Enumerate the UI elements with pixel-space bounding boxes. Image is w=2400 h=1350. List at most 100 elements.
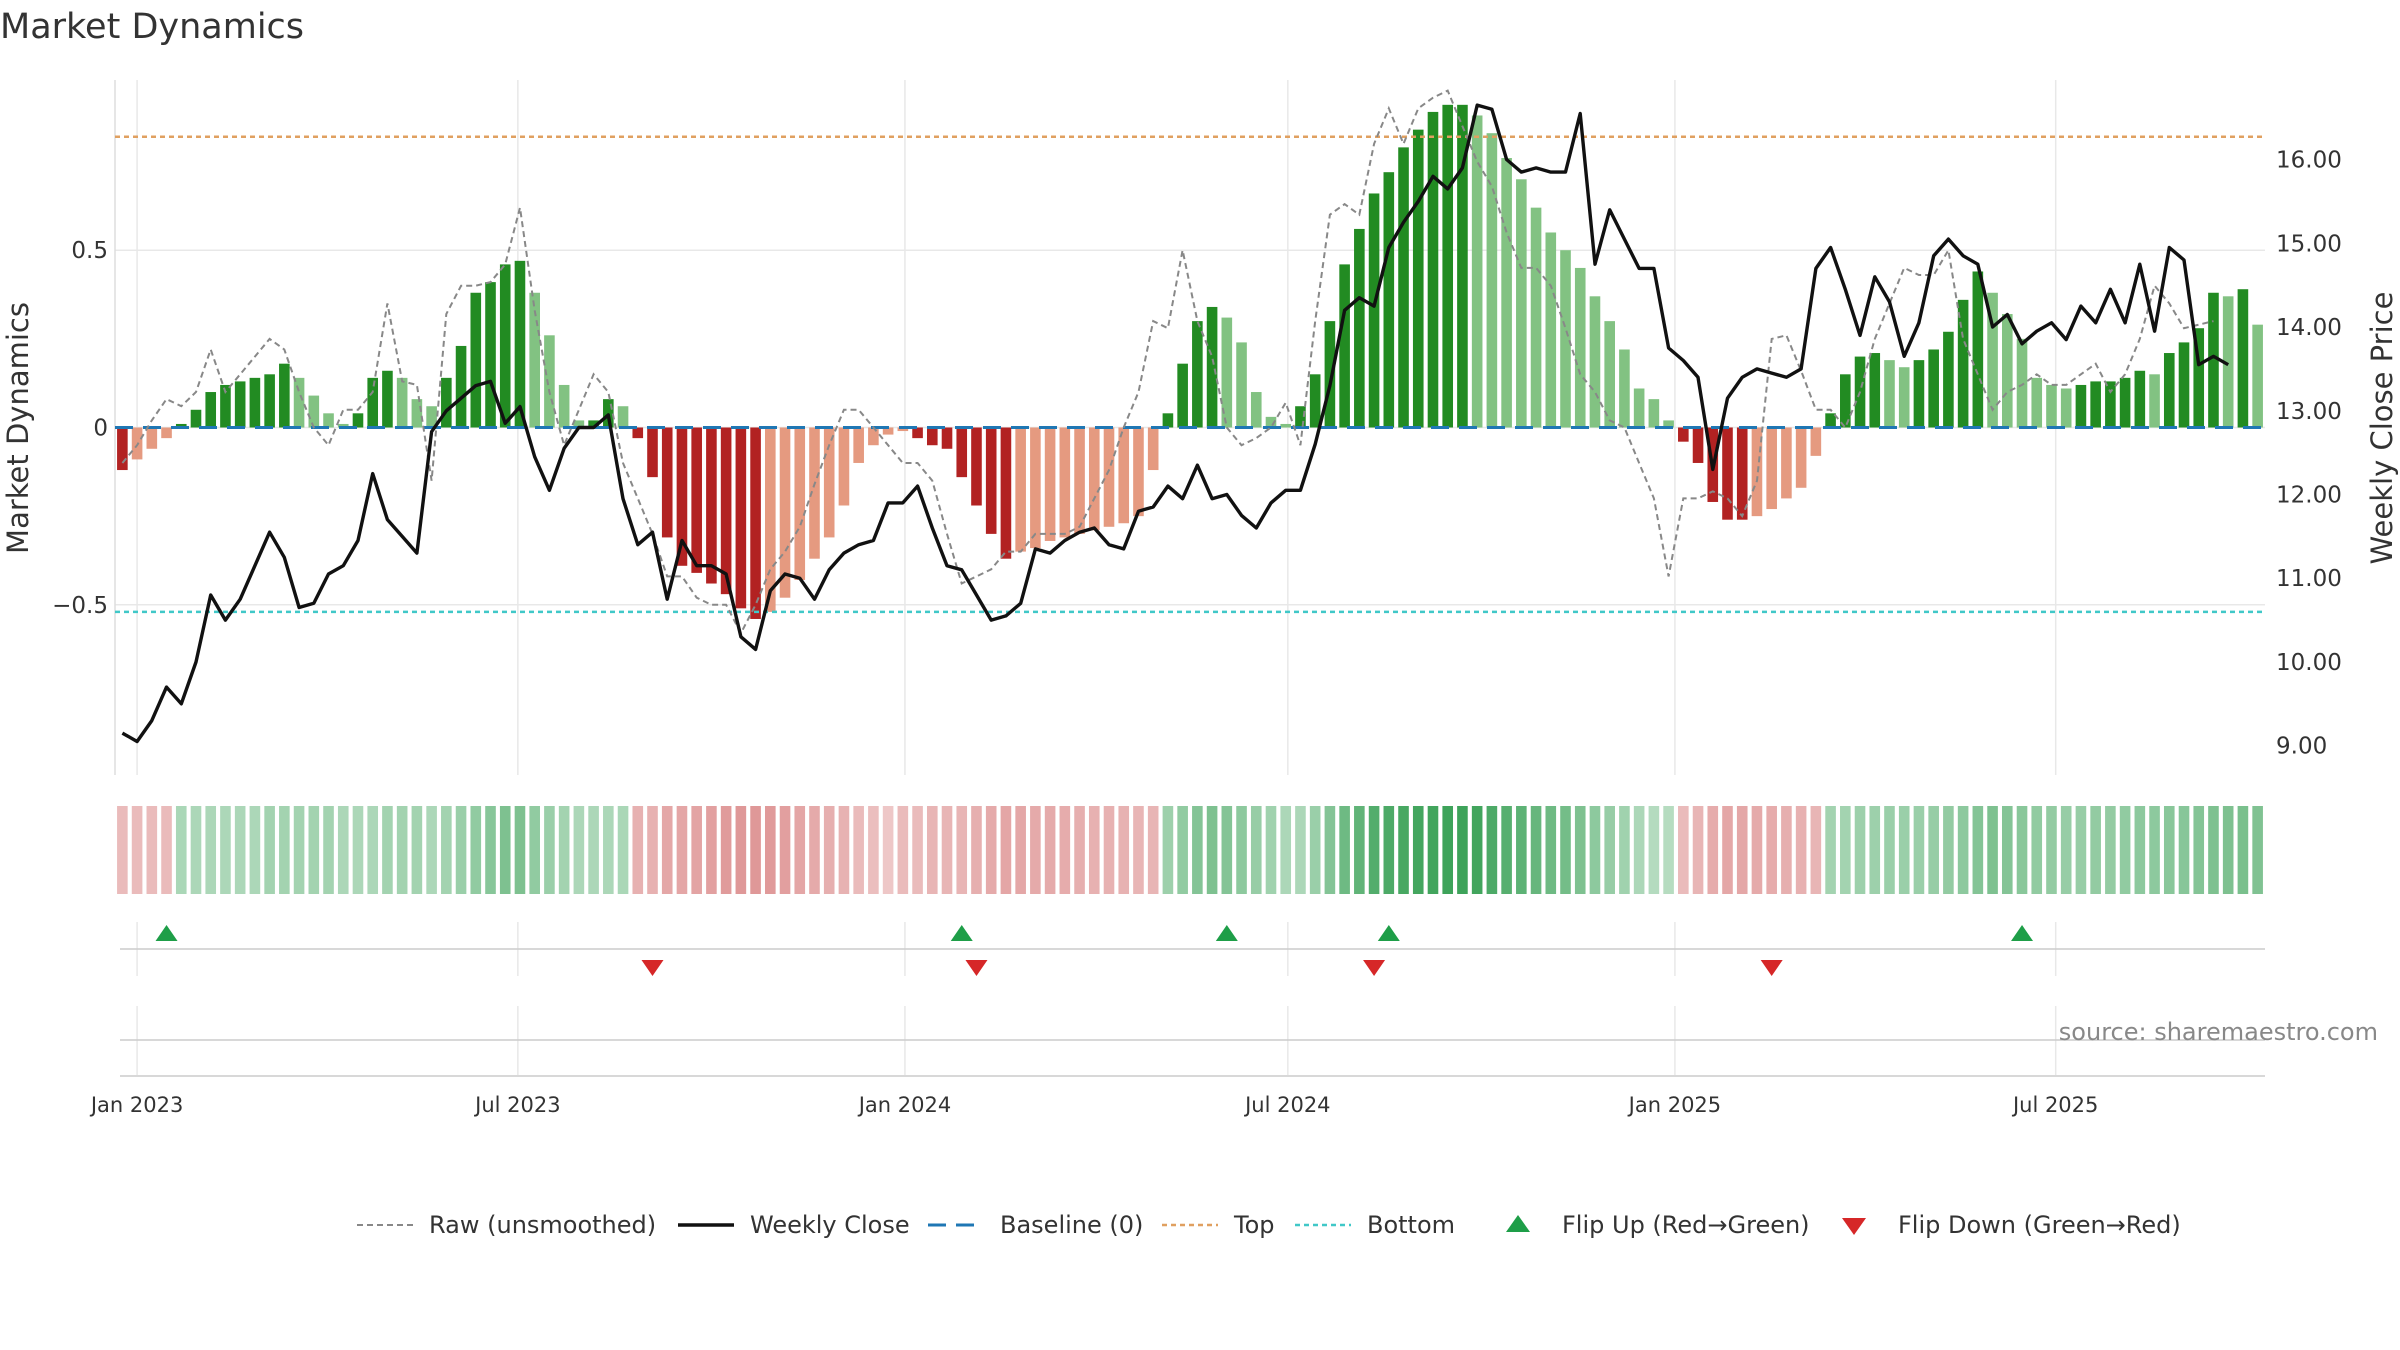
bar-127 — [1987, 292, 1998, 428]
bar-32 — [588, 420, 599, 428]
bar-35 — [632, 427, 644, 439]
bar-144 — [2237, 289, 2249, 428]
bar-124 — [1943, 331, 1954, 428]
bar-21 — [426, 406, 437, 428]
strip-cell-82 — [1324, 806, 1336, 894]
strip-cell-85 — [1368, 806, 1380, 894]
bar-125 — [1957, 299, 1969, 428]
x-tick-3: Jul 2024 — [1243, 1093, 1330, 1117]
strip-cell-64 — [1059, 806, 1071, 894]
bar-93 — [1486, 133, 1498, 428]
strip-cell-28 — [529, 806, 540, 894]
strip-cell-130 — [2031, 806, 2043, 894]
strip-cell-80 — [1295, 806, 1306, 894]
strip-cell-139 — [2163, 806, 2175, 894]
bar-36 — [647, 427, 658, 478]
legend-swatch-flip-up — [1506, 1215, 1530, 1232]
bar-58 — [971, 427, 982, 506]
bar-17 — [367, 377, 379, 428]
raw-line — [121, 89, 2214, 636]
strip-cell-138 — [2149, 806, 2160, 894]
bar-73 — [1192, 321, 1203, 428]
strip-cell-106 — [1678, 806, 1689, 894]
flip-up-marker-3 — [1377, 925, 1400, 941]
legend-label-raw: Raw (unsmoothed) — [429, 1211, 656, 1239]
bar-18 — [382, 370, 393, 428]
strip-cell-22 — [441, 806, 452, 894]
bar-110 — [1736, 427, 1748, 520]
strip-cell-115 — [1810, 806, 1822, 894]
strip-cell-21 — [426, 806, 437, 894]
strip-cell-122 — [1913, 806, 1925, 894]
strip-cell-5 — [190, 806, 202, 894]
strip-cell-0 — [117, 806, 128, 894]
strip-cell-15 — [337, 806, 349, 894]
bar-55 — [926, 427, 938, 446]
flip-down-marker-3 — [1760, 960, 1783, 976]
bar-3 — [161, 427, 172, 439]
bar-101 — [1604, 321, 1615, 428]
strip-cell-96 — [1530, 806, 1542, 894]
strip-cell-45 — [779, 806, 791, 894]
bar-74 — [1206, 306, 1218, 428]
bar-129 — [2016, 338, 2028, 428]
strip-cell-13 — [308, 806, 320, 894]
strip-cell-128 — [2001, 806, 2013, 894]
strip-cell-3 — [161, 806, 172, 894]
bar-59 — [985, 427, 997, 534]
bar-43 — [750, 427, 761, 619]
bar-62 — [1030, 427, 1041, 549]
strip-cell-141 — [2193, 806, 2205, 894]
strip-cell-67 — [1103, 806, 1115, 894]
bar-39 — [691, 427, 702, 573]
strip-cell-70 — [1147, 806, 1159, 894]
legend-label-close: Weekly Close — [750, 1211, 910, 1239]
bar-51 — [868, 427, 879, 446]
bar-6 — [205, 392, 217, 428]
bar-92 — [1471, 115, 1483, 428]
strip-cell-26 — [499, 806, 511, 894]
strip-cell-91 — [1457, 806, 1468, 894]
left-tick-1: 0 — [93, 416, 108, 442]
strip-cell-65 — [1074, 806, 1085, 894]
strip-cell-124 — [1943, 806, 1954, 894]
strip-cell-114 — [1795, 806, 1807, 894]
bar-40 — [706, 427, 717, 584]
bar-63 — [1044, 427, 1056, 541]
strip-cell-92 — [1471, 806, 1483, 894]
left-axis-ticks: 0.5 0 −0.5 — [52, 238, 108, 619]
strip-cell-75 — [1221, 806, 1233, 894]
strip-cell-107 — [1692, 806, 1704, 894]
legend-item-raw: Raw (unsmoothed) — [357, 1211, 656, 1239]
bar-15 — [337, 423, 349, 428]
bar-113 — [1781, 427, 1792, 499]
strip-cell-93 — [1486, 806, 1498, 894]
legend-item-baseline: Baseline (0) — [928, 1211, 1143, 1239]
bar-87 — [1398, 147, 1409, 428]
bar-121 — [1898, 367, 1910, 428]
bar-25 — [485, 282, 496, 428]
strip-cell-29 — [544, 806, 555, 894]
legend-label-flip-down: Flip Down (Green→Red) — [1898, 1211, 2181, 1239]
strip-cell-19 — [396, 806, 408, 894]
strip-cell-48 — [823, 806, 835, 894]
strip-cell-33 — [603, 806, 614, 894]
right-tick-3: 12.00 — [2276, 482, 2342, 508]
bar-52 — [882, 427, 894, 435]
right-axis-label: Weekly Close Price — [2365, 292, 2399, 565]
bar-78 — [1265, 416, 1277, 428]
strip-cell-25 — [485, 806, 496, 894]
bar-60 — [1000, 427, 1012, 559]
bar-109 — [1722, 427, 1733, 520]
strip-cell-108 — [1707, 806, 1719, 894]
strip-cell-11 — [279, 806, 290, 894]
legend-label-baseline: Baseline (0) — [1000, 1211, 1143, 1239]
strip-cell-102 — [1619, 806, 1630, 894]
bar-23 — [455, 345, 467, 428]
bar-46 — [794, 427, 806, 580]
bar-64 — [1059, 427, 1071, 538]
bar-130 — [2031, 377, 2043, 428]
strip-cell-6 — [205, 806, 217, 894]
bar-120 — [1884, 360, 1895, 428]
bar-56 — [941, 427, 953, 449]
